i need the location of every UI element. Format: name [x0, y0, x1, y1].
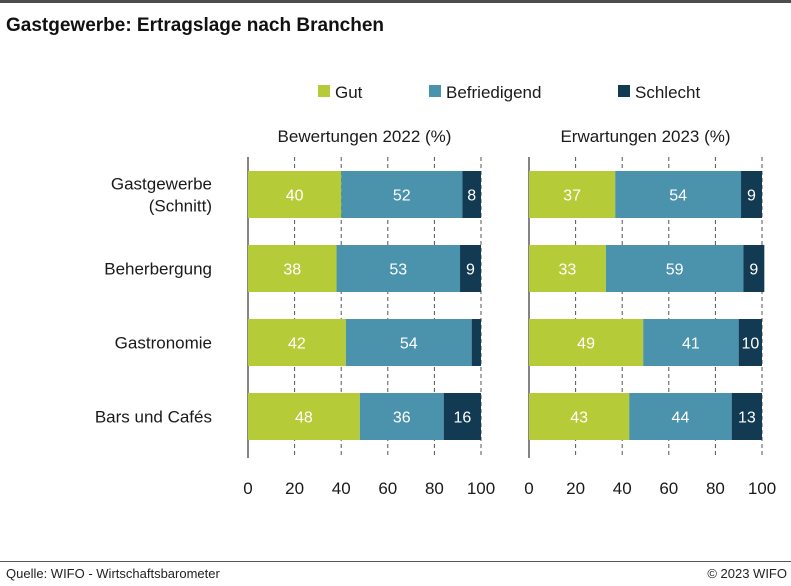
- legend-swatch-gut: [318, 85, 330, 97]
- data-label: 44: [672, 410, 690, 427]
- category-label: Gastgewerbe: [111, 175, 212, 194]
- data-label: 36: [393, 410, 411, 427]
- data-label: 59: [666, 262, 684, 279]
- data-label: 9: [749, 262, 758, 279]
- x-tick-label: 80: [425, 479, 444, 498]
- category-label: (Schnitt): [149, 197, 212, 216]
- data-label: 48: [295, 410, 313, 427]
- bar-befriedigend: [643, 319, 739, 366]
- x-tick-label: 100: [748, 479, 776, 498]
- legend-label-befriedigend: Befriedigend: [446, 83, 541, 102]
- data-label: 9: [747, 188, 756, 205]
- data-label: 10: [741, 336, 759, 353]
- x-tick-label: 20: [285, 479, 304, 498]
- bar-befriedigend: [341, 171, 463, 218]
- bar-gut: [248, 319, 346, 366]
- data-label: 38: [283, 262, 301, 279]
- data-label: 53: [389, 262, 407, 279]
- data-label: 52: [393, 188, 411, 205]
- data-label: 41: [682, 336, 700, 353]
- data-label: 8: [467, 188, 476, 205]
- category-label: Bars und Cafés: [95, 408, 212, 427]
- x-tick-label: 40: [613, 479, 632, 498]
- x-tick-label: 60: [659, 479, 678, 498]
- data-label: 13: [738, 410, 756, 427]
- top-rule: [0, 0, 791, 3]
- bar-schlecht: [743, 245, 765, 292]
- x-tick-label: 80: [706, 479, 725, 498]
- data-label: 9: [466, 262, 475, 279]
- x-tick-label: 0: [524, 479, 533, 498]
- data-label: 43: [570, 410, 588, 427]
- bar-befriedigend: [615, 171, 742, 218]
- panel-title: Bewertungen 2022 (%): [278, 127, 452, 146]
- bar-schlecht: [741, 171, 762, 218]
- bar-schlecht: [731, 393, 762, 440]
- stacked-bar-chart: Gut Befriedigend Schlecht Gastgewerbe (Schni…: [95, 83, 776, 498]
- bar-befriedigend: [345, 319, 472, 366]
- bar-gut: [248, 171, 342, 218]
- bar-schlecht: [471, 319, 481, 366]
- copyright-note: © 2023 WIFO: [707, 566, 787, 581]
- data-label: 37: [563, 188, 581, 205]
- chart-title: Gastgewerbe: Ertragslage nach Branchen: [6, 15, 385, 36]
- data-label: 54: [400, 336, 418, 353]
- source-note: Quelle: WIFO - Wirtschaftsbarometer: [6, 566, 220, 581]
- category-label: Beherbergung: [104, 260, 212, 279]
- bar-befriedigend: [629, 393, 732, 440]
- bar-befriedigend: [605, 245, 744, 292]
- legend-swatch-befriedigend: [429, 85, 441, 97]
- panel-title: Erwartungen 2023 (%): [560, 127, 730, 146]
- bar-schlecht: [738, 319, 762, 366]
- data-label: 16: [453, 410, 471, 427]
- bar-gut: [529, 245, 606, 292]
- data-label: 49: [577, 336, 595, 353]
- bar-gut: [248, 245, 337, 292]
- bar-gut: [529, 393, 630, 440]
- bottom-rule: [0, 561, 791, 562]
- data-label: 42: [288, 336, 306, 353]
- legend-label-schlecht: Schlecht: [635, 83, 700, 102]
- x-tick-label: 60: [378, 479, 397, 498]
- bar-schlecht: [462, 171, 481, 218]
- x-tick-label: 40: [332, 479, 351, 498]
- legend-label-gut: Gut: [335, 83, 363, 102]
- bar-gut: [248, 393, 360, 440]
- x-tick-label: 0: [243, 479, 252, 498]
- data-label: 54: [669, 188, 687, 205]
- bar-befriedigend: [359, 393, 444, 440]
- x-tick-label: 100: [467, 479, 495, 498]
- bar-schlecht: [460, 245, 481, 292]
- bar-schlecht: [443, 393, 481, 440]
- x-tick-label: 20: [566, 479, 585, 498]
- category-label: Gastronomie: [115, 334, 212, 353]
- legend-swatch-schlecht: [618, 85, 630, 97]
- bar-gut: [529, 171, 616, 218]
- data-label: 33: [559, 262, 577, 279]
- bar-befriedigend: [336, 245, 461, 292]
- data-label: 40: [286, 188, 304, 205]
- bar-gut: [529, 319, 644, 366]
